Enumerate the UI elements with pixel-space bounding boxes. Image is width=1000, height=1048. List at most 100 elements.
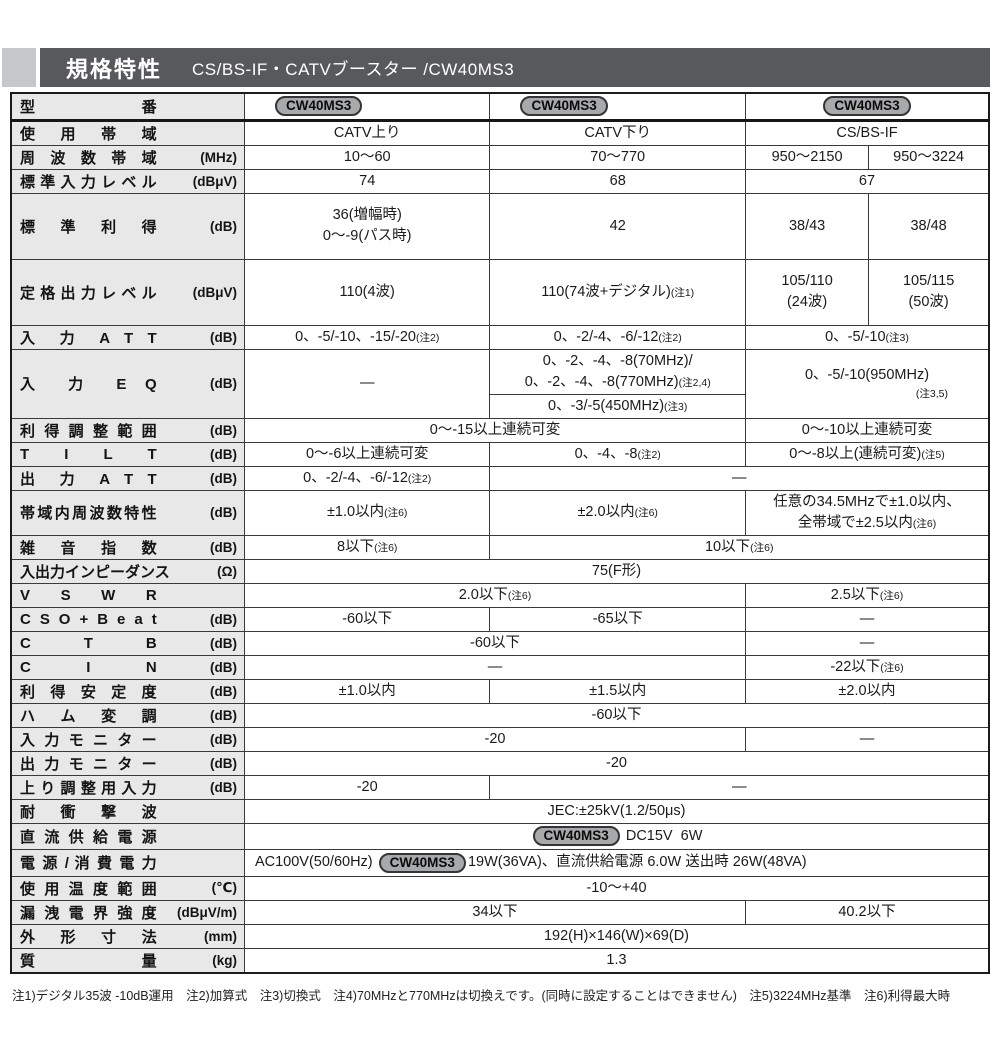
- cell-line: (注3,5): [750, 386, 984, 402]
- cell-line: -60以下: [249, 705, 984, 726]
- table-row-operating-temp: 使 用 温 度 範 囲 (℃) -10〜+40: [10, 875, 990, 901]
- cell-text: 105/115: [902, 273, 955, 290]
- table-row-dimensions: 外 形 寸 法 (mm) 192(H)×146(W)×69(D): [10, 923, 990, 949]
- spec-cell-input-eq: 0、-2、-4、-8(70MHz)/ 0、-2、-4、-8(770MHz)(注2,…: [489, 348, 746, 395]
- row-unit: (dB): [209, 505, 237, 521]
- spec-cell-input-att: 0、-5/-10、-15/-20(注2): [243, 324, 491, 350]
- row-label-text: 質 量: [20, 952, 157, 970]
- spec-cell-gain-adjust-range: 0〜-10以上連続可変: [744, 417, 990, 443]
- cell-text: 34以下: [472, 903, 518, 920]
- spec-cell-input-monitor: -20: [243, 726, 746, 752]
- cell-line: CATV上り: [249, 123, 485, 144]
- spec-cell-standard-input-level: 68: [489, 168, 746, 194]
- cell-line: 75(F形): [249, 561, 984, 582]
- table-row-input-monitor: 入 力 モ ニ タ ー (dB) -20 —: [10, 726, 990, 752]
- footnote-ref: (注6): [384, 507, 408, 520]
- cell-text: ±2.0以内: [838, 682, 896, 699]
- row-label-text: 直 流 供 給 電 源: [20, 828, 157, 846]
- row-label-output-att: 出 力 A T T (dB): [10, 465, 245, 491]
- spec-cell-in-band-flatness: ±1.0以内(注6): [243, 489, 491, 536]
- table-row-output-att: 出 力 A T T (dB) 0、-2/-4、-6/-12(注2) —: [10, 465, 990, 491]
- cell-text: -65以下: [592, 610, 643, 627]
- spec-cell-model-number: CW40MS3: [243, 92, 491, 122]
- spec-cell-output-monitor: -20: [243, 750, 990, 776]
- spec-cell-rated-output-level: 110(4波): [243, 258, 491, 326]
- row-label-vswr: V S W R: [10, 582, 245, 608]
- cell-line: -20: [249, 729, 741, 750]
- spec-cell-gain-stability: ±2.0以内: [744, 678, 990, 704]
- table-row-frequency-range: 周 波 数 帯 域 (MHz) 10〜60 70〜770 950〜2150 950〜322…: [10, 144, 990, 170]
- spec-cell-vswr: 2.5以下(注6): [744, 582, 990, 608]
- row-unit: (dBμV): [192, 173, 237, 189]
- row-unit: (dB): [209, 755, 237, 771]
- row-label-surge-immunity: 耐 衝 撃 波: [10, 798, 245, 824]
- row-label-text: C I N: [20, 658, 157, 676]
- cell-text: 0、-5/-10、-15/-20: [295, 328, 416, 345]
- cell-line: 0、-5/-10、-15/-20(注2): [249, 327, 485, 348]
- table-row-hum-modulation: ハ ム 変 調 (dB) -60以下: [10, 702, 990, 728]
- cell-text: 105/110: [781, 273, 833, 290]
- row-label-input-att: 入 力 A T T (dB): [10, 324, 245, 350]
- spec-cell-model-number: CW40MS3: [489, 92, 746, 122]
- cell-line: —: [494, 468, 984, 489]
- cell-line: 70〜770: [494, 147, 741, 168]
- header-subtitle: CS/BS-IF・CATVブースター /CW40MS3: [192, 60, 515, 79]
- cell-text: (24波): [786, 294, 828, 311]
- cell-line: 0、-5/-10(950MHz): [750, 365, 984, 386]
- cell-line: -60以下: [249, 633, 741, 654]
- cell-line: -10〜+40: [249, 878, 984, 899]
- cell-line: 42: [494, 216, 741, 237]
- row-label-tilt: T I L T (dB): [10, 441, 245, 467]
- row-label-text: 出 力 モ ニ タ ー: [20, 755, 157, 773]
- cell-line: 0〜-15以上連続可変: [249, 420, 741, 441]
- spec-table: 型 番 CW40MS3 CW40MS3 CW40MS3 使 用 帯 域 CATV上り CAT…: [10, 92, 990, 974]
- cell-text: 0、-2、-4、-8(70MHz)/: [542, 352, 693, 369]
- footnote-ref: (注2,4): [678, 376, 711, 389]
- spec-cell-standard-gain: 36(増幅時) 0〜-9(パス時): [243, 192, 491, 260]
- cell-line: CW40MS3: [750, 95, 984, 117]
- row-label-input-monitor: 入 力 モ ニ タ ー (dB): [10, 726, 245, 752]
- footnotes: 注1)デジタル35波 -10dB運用 注2)加算式 注3)切換式 注4)70MH…: [12, 988, 951, 1003]
- cell-line: 67: [750, 171, 984, 192]
- cell-text: ±1.0以内: [326, 504, 385, 521]
- table-row-ctb: C T B (dB) -60以下 —: [10, 630, 990, 656]
- cell-text: 0、-2/-4、-6/-12: [303, 469, 408, 486]
- cell-text: —: [487, 658, 503, 675]
- cell-line: —: [249, 373, 485, 394]
- row-label-text: 出 力 A T T: [20, 470, 157, 488]
- cell-line: 0〜-8以上(連続可変)(注5): [750, 444, 984, 465]
- spec-cell-model-number: CW40MS3: [744, 92, 990, 122]
- page-title: 規格特性: [66, 56, 163, 82]
- row-label-text: 標 準 利 得: [20, 218, 157, 236]
- row-label-text: 利 得 調 整 範 囲: [20, 422, 157, 440]
- row-label-text: 外 形 寸 法: [20, 928, 157, 946]
- cell-text: 75(F形): [591, 562, 642, 579]
- cell-line: 任意の34.5MHzで±1.0以内、: [750, 492, 984, 513]
- row-unit: (dB): [209, 611, 237, 627]
- row-label-ctb: C T B (dB): [10, 630, 245, 656]
- footnote-ref: (注3,5): [915, 388, 948, 401]
- row-label-standard-gain: 標 準 利 得 (dB): [10, 192, 245, 260]
- row-unit: (dB): [209, 218, 237, 234]
- cell-line: 0、-4、-8(注2): [494, 444, 741, 465]
- row-unit: (dB): [209, 329, 237, 345]
- row-label-dc-power-supply: 直 流 供 給 電 源: [10, 822, 245, 850]
- cell-text: CS/BS-IF: [836, 124, 898, 141]
- spec-cell-input-att: 0、-5/-10(注3): [744, 324, 990, 350]
- cell-text: —: [359, 375, 375, 392]
- cell-text: CATV上り: [333, 124, 401, 141]
- spec-cell-frequency-range: 950〜2150: [744, 144, 870, 170]
- row-unit: (dB): [209, 539, 237, 555]
- cell-line: JEC:±25kV(1.2/50μs): [249, 801, 984, 822]
- cell-line: —: [750, 633, 984, 654]
- spec-cell-gain-adjust-range: 0〜-15以上連続可変: [243, 417, 746, 443]
- spec-cell-standard-gain: 38/43: [744, 192, 870, 260]
- row-label-text: 上り調整用入力: [20, 779, 157, 797]
- row-label-text: 漏 洩 電 界 強 度: [20, 904, 157, 922]
- cell-line: 10以下(注6): [494, 537, 984, 558]
- cell-line: (50波): [873, 292, 984, 313]
- cell-text: 全帯域で±2.5以内: [797, 514, 913, 531]
- cell-text: ±1.0以内: [338, 682, 396, 699]
- row-label-text: 入 力 モ ニ タ ー: [20, 731, 157, 749]
- cell-line: 192(H)×146(W)×69(D): [249, 926, 984, 947]
